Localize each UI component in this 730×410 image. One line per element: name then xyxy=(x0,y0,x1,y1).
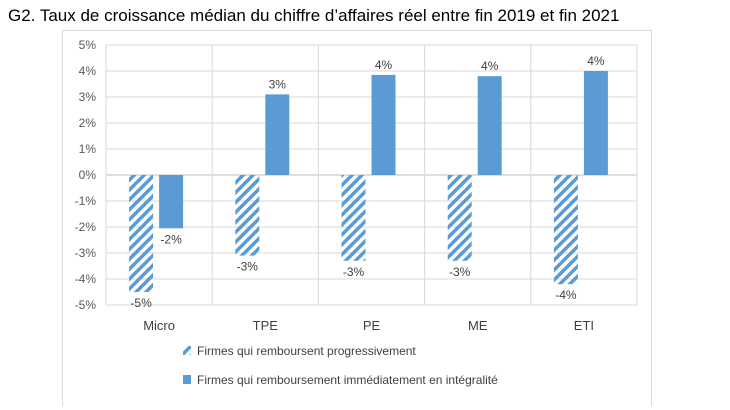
category-label: Micro xyxy=(143,318,175,333)
data-label: -5% xyxy=(130,296,152,310)
data-label: -3% xyxy=(343,265,365,279)
y-tick-label: 2% xyxy=(79,116,97,130)
y-tick-label: 0% xyxy=(79,168,97,182)
chart-title: G2. Taux de croissance médian du chiffre… xyxy=(8,6,620,25)
legend-label: Firmes qui remboursement immédiatement e… xyxy=(197,373,498,387)
category-label: PE xyxy=(363,318,381,333)
y-tick-label: -4% xyxy=(75,272,97,286)
bar xyxy=(477,76,502,175)
y-tick-label: -3% xyxy=(75,246,97,260)
bar xyxy=(553,175,578,285)
data-label: 4% xyxy=(375,58,393,72)
y-tick-label: -2% xyxy=(75,220,97,234)
y-tick-label: 5% xyxy=(79,38,97,52)
bar xyxy=(235,175,260,256)
category-label: ME xyxy=(468,318,488,333)
data-label: 3% xyxy=(269,77,287,91)
data-label: -2% xyxy=(160,232,182,246)
bar xyxy=(341,175,366,261)
bar xyxy=(447,175,472,261)
bar xyxy=(159,175,184,229)
data-label: -3% xyxy=(449,265,471,279)
data-label: 4% xyxy=(481,59,499,73)
y-tick-label: -1% xyxy=(75,194,97,208)
y-tick-label: 4% xyxy=(79,64,97,78)
category-label: ETI xyxy=(574,318,594,333)
legend-swatch-solid xyxy=(183,375,191,384)
bar xyxy=(265,94,290,175)
y-tick-label: 3% xyxy=(79,90,97,104)
data-label: 4% xyxy=(587,54,605,68)
bar xyxy=(129,175,154,292)
y-tick-label: -5% xyxy=(75,298,97,312)
y-tick-label: 1% xyxy=(79,142,97,156)
data-label: -3% xyxy=(237,260,259,274)
bar xyxy=(371,74,396,175)
bar xyxy=(583,71,608,175)
data-label: -4% xyxy=(555,288,577,302)
category-label: TPE xyxy=(253,318,279,333)
legend-label: Firmes qui remboursent progressivement xyxy=(197,344,416,358)
legend-swatch-hatched xyxy=(183,346,191,355)
chart-frame xyxy=(62,30,652,406)
